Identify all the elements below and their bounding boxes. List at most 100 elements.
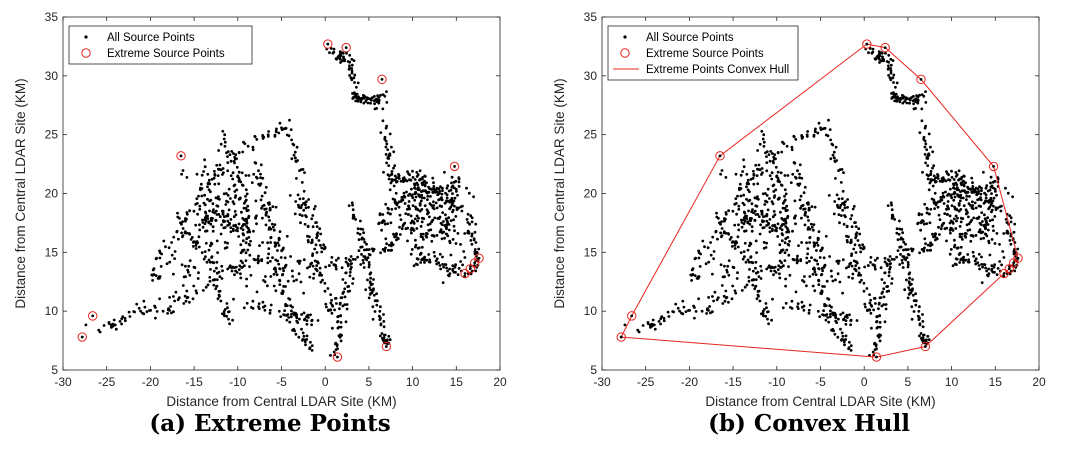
source-point [304, 203, 307, 207]
source-point [204, 229, 207, 233]
source-point [869, 311, 873, 315]
extreme-point-marker [332, 352, 343, 362]
source-point [353, 258, 357, 261]
source-point [885, 290, 889, 293]
source-point [823, 285, 826, 288]
source-point [204, 285, 208, 289]
source-point [168, 260, 172, 264]
source-point [300, 214, 304, 218]
source-point [222, 220, 226, 224]
source-point [244, 251, 248, 255]
source-point [973, 201, 977, 205]
source-point [414, 243, 418, 247]
source-point [936, 205, 940, 209]
source-point [362, 231, 365, 235]
source-point [744, 260, 748, 264]
source-point [325, 305, 328, 309]
source-point [914, 292, 917, 296]
source-point [454, 263, 457, 267]
source-point [473, 252, 477, 256]
source-point [805, 261, 809, 265]
source-point [349, 267, 352, 271]
source-point [377, 222, 380, 226]
source-point [752, 182, 756, 186]
source-point [854, 264, 858, 267]
source-point [356, 231, 360, 235]
source-point [890, 203, 893, 207]
source-point [415, 171, 419, 174]
source-point [922, 135, 926, 139]
source-point [939, 227, 943, 231]
source-point [451, 238, 455, 241]
source-point [802, 308, 806, 312]
source-point [241, 232, 245, 236]
source-point [420, 196, 424, 200]
source-point [247, 216, 250, 220]
source-point [1013, 222, 1017, 226]
source-point [873, 265, 877, 268]
source-point [387, 164, 391, 168]
source-point [121, 315, 125, 318]
source-point [734, 197, 738, 201]
source-point [764, 192, 767, 195]
source-point [777, 264, 781, 268]
source-point [280, 128, 284, 132]
source-point [789, 181, 793, 185]
source-point [208, 260, 212, 264]
source-point [225, 192, 228, 195]
source-point [836, 335, 840, 339]
source-point [200, 173, 204, 177]
source-point [986, 228, 990, 232]
source-point [859, 273, 862, 277]
source-point [183, 294, 187, 298]
source-point [291, 275, 294, 278]
source-point [884, 303, 888, 306]
source-point [783, 200, 786, 203]
source-point [441, 255, 444, 259]
source-point [201, 218, 204, 222]
source-point [833, 311, 836, 315]
source-point [860, 278, 863, 282]
source-point [746, 178, 750, 182]
source-point [682, 305, 686, 309]
source-point [771, 159, 775, 163]
source-point [846, 316, 849, 319]
source-point [950, 196, 954, 200]
source-point [450, 175, 454, 179]
source-point [208, 182, 212, 186]
source-point [650, 324, 654, 328]
x-tick-label: 15 [450, 375, 464, 389]
source-point [410, 187, 413, 191]
source-point [233, 183, 237, 187]
source-point [952, 183, 956, 187]
source-point [859, 250, 863, 254]
source-point [198, 228, 202, 232]
source-point [438, 252, 442, 256]
source-point [719, 263, 723, 267]
source-point [984, 266, 987, 270]
source-point [369, 288, 373, 292]
source-point [745, 217, 749, 221]
source-point [712, 257, 715, 260]
source-point [733, 289, 737, 293]
source-point [803, 275, 806, 278]
source-point [901, 238, 905, 241]
source-point [242, 206, 246, 210]
source-point [907, 97, 911, 101]
source-point [419, 251, 423, 255]
source-point [995, 232, 999, 235]
source-point [778, 276, 782, 280]
source-point [275, 273, 279, 277]
source-point [274, 129, 278, 133]
source-point [257, 169, 260, 173]
source-point [453, 204, 456, 208]
source-point [807, 311, 811, 315]
source-point [241, 217, 245, 220]
source-point [149, 309, 153, 312]
y-tick-label: 15 [45, 245, 59, 259]
x-tick-label: -15 [185, 375, 203, 389]
source-point [761, 137, 765, 141]
source-point [276, 241, 280, 245]
source-point [978, 228, 982, 232]
source-point [446, 269, 449, 273]
